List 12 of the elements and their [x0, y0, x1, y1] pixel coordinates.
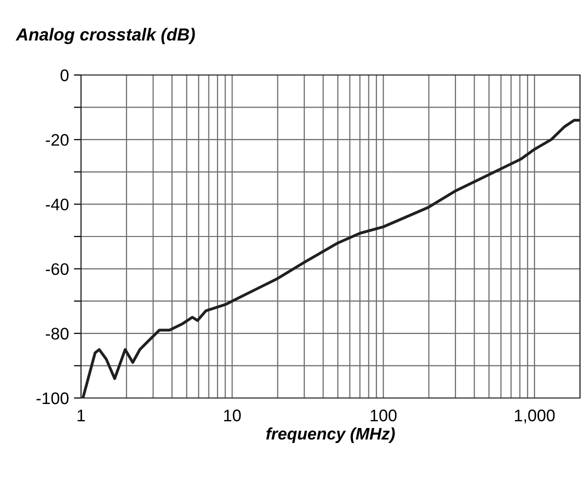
y-tick-label: -80	[46, 328, 69, 340]
x-tick-label: 1	[78, 410, 85, 422]
y-tick-label: -60	[46, 263, 69, 276]
x-tick-label: 10	[224, 410, 241, 422]
x-axis-title: frequency (MHz)	[266, 427, 395, 443]
x-tick-label: 100	[370, 410, 397, 422]
y-tick-label: -40	[46, 198, 69, 210]
y-tick-label: -20	[46, 134, 69, 146]
x-tick-label: 1,000	[514, 410, 555, 424]
y-tick-label: -100	[36, 392, 69, 404]
chart-title: Analog crosstalk (dB)	[16, 28, 195, 44]
y-tick-label: 0	[60, 69, 69, 82]
